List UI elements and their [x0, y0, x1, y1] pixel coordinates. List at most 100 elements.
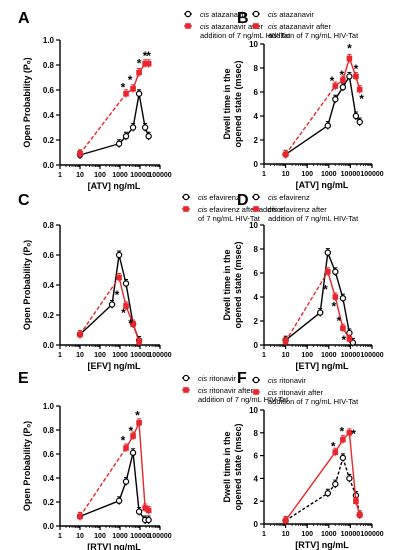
x-tick-label: 10	[282, 352, 290, 359]
data-point	[142, 505, 148, 511]
significance-asterisk: *	[121, 434, 126, 448]
legend-label-text: atazanavir	[277, 10, 314, 19]
x-axis-label: [RTV] ng/mL	[295, 540, 349, 550]
data-point	[115, 251, 123, 259]
y-tick-label: 10	[249, 406, 258, 415]
data-point	[346, 55, 353, 62]
legend-label: of 7 ng/mL HIV-Tat	[198, 214, 261, 223]
x-axis-label: [ATV] ng/mL	[296, 180, 349, 190]
x-axis-label: [RTV] ng/mL	[87, 542, 141, 550]
legend-label-italic: cis	[268, 376, 277, 385]
legend-label: cis efavirenz	[268, 193, 310, 202]
x-tick-label: 10000	[130, 533, 150, 540]
data-point	[136, 420, 142, 426]
x-tick-label: 100	[94, 533, 106, 540]
legend-label: cis atazanavir	[268, 10, 314, 19]
series-line-segment	[138, 93, 146, 128]
y-axis-label: Dwell time in the	[222, 249, 232, 320]
data-point	[332, 95, 339, 103]
panel-letter: C	[18, 192, 30, 209]
y-tick-label: 10	[249, 221, 258, 230]
significance-asterisk: *	[331, 299, 336, 313]
legend-marker	[253, 23, 259, 29]
y-tick-label: 0.4	[43, 474, 55, 483]
y-tick-label: 2	[254, 497, 259, 506]
y-axis-label: Open Probability (Pₒ)	[22, 57, 32, 147]
x-axis-label: [ATV] ng/mL	[88, 181, 141, 191]
x-tick-label: 100000	[360, 171, 383, 178]
legend-label-text: efavirenz	[277, 193, 310, 202]
data-point	[130, 85, 136, 92]
legend-label-italic: cis	[268, 388, 277, 397]
significance-asterisk: *	[323, 283, 328, 297]
legend-label-text: addition of 7 ng/mL HIV-Tat	[200, 31, 291, 40]
data-point	[115, 140, 123, 147]
panel-letter: A	[18, 10, 30, 27]
series-line-segment	[118, 277, 127, 307]
data-point	[77, 513, 83, 520]
legend-label-text: efavirenz after addition	[207, 205, 285, 214]
significance-asterisk: *	[115, 288, 120, 302]
x-tick-label: 100	[301, 352, 313, 359]
significance-asterisk: *	[137, 57, 142, 71]
legend-label: addition of 7 ng/mL HIV-Tat	[200, 31, 291, 40]
legend-label-text: atazanavir	[209, 10, 246, 19]
data-point	[130, 433, 136, 439]
data-point	[135, 508, 143, 515]
y-tick-label: 0	[254, 160, 259, 169]
y-tick-label: 0.8	[43, 426, 55, 435]
series-line-segment	[79, 500, 120, 518]
data-point	[356, 118, 363, 126]
legend-marker	[183, 206, 189, 212]
legend-label-italic: cis	[268, 193, 277, 202]
x-axis-label: [EFV] ng/mL	[88, 361, 141, 371]
series-line-segment	[79, 303, 113, 336]
y-axis-label: Open Probability (Pₒ)	[22, 421, 32, 511]
panel-letter: B	[237, 10, 249, 27]
data-point	[324, 490, 332, 497]
significance-asterisk: *	[342, 333, 347, 347]
series-line-segment	[132, 323, 140, 343]
legend-label-text: ritonavir	[207, 374, 236, 383]
x-tick-label: 100000	[148, 172, 171, 179]
legend-marker	[183, 387, 189, 393]
panel-b: B 0 2 4 6 8 10 1 10 100 1000 10000 100000 [ATV] ng/mL…	[222, 10, 384, 190]
y-tick-label: 0.6	[43, 251, 55, 260]
panel-letter: E	[18, 370, 29, 387]
data-point	[346, 336, 353, 342]
series-line-segment	[334, 296, 344, 329]
data-point	[122, 478, 130, 485]
data-point	[136, 69, 142, 76]
panel-letter: F	[237, 370, 247, 387]
data-point	[123, 445, 129, 451]
y-tick-label: 4	[254, 112, 259, 121]
y-tick-label: 0.2	[43, 311, 55, 320]
series-line-segment	[285, 85, 336, 155]
legend-label-italic: cis	[200, 22, 209, 31]
y-tick-label: 0.0	[43, 161, 55, 170]
data-point	[108, 301, 116, 308]
x-tick-label: 10	[76, 172, 84, 179]
series-line-segment	[79, 93, 127, 155]
series-line-segment	[342, 298, 351, 334]
legend-label-italic: cis	[198, 386, 207, 395]
series-line-segment	[285, 312, 321, 341]
data-point	[129, 449, 137, 456]
significance-asterisk: *	[336, 314, 341, 328]
significance-asterisk: *	[347, 42, 352, 56]
data-point	[356, 512, 363, 518]
legend-label-text: ritonavir after	[207, 386, 253, 395]
y-axis-label: opened state (msec)	[233, 60, 243, 147]
legend-marker	[185, 23, 191, 29]
significance-asterisk: *	[121, 306, 126, 320]
data-point	[332, 294, 339, 300]
data-point	[77, 331, 83, 338]
data-point	[346, 73, 353, 80]
legend-label-text: addition of 7 ng/mL HIV-Tat	[268, 31, 359, 40]
x-tick-label: 100000	[148, 352, 171, 359]
series-line-segment	[79, 277, 120, 335]
data-point	[116, 274, 122, 281]
legend-label-text: addition of 7 ng/mL HIV-Tat	[198, 395, 289, 404]
series-line-segment	[348, 76, 357, 117]
